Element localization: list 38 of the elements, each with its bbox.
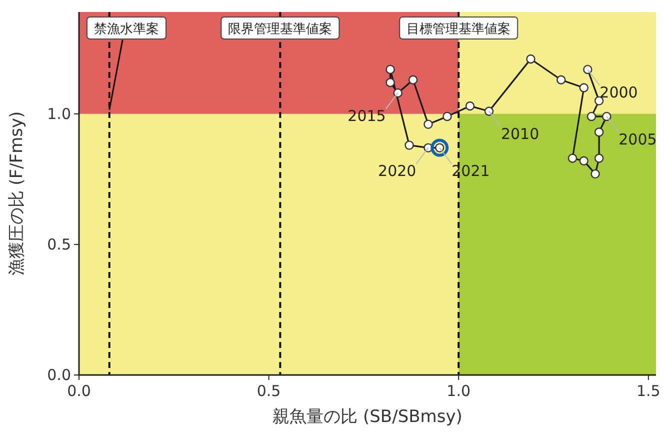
y-tick-label: 1.0 [47,104,71,123]
point [583,64,592,74]
point [408,75,418,84]
y-axis-title: 漁獲圧の比 (F/Fmsy) [7,111,27,276]
point [568,154,578,163]
x-tick-label: 1.0 [446,382,471,400]
point [393,88,402,98]
x-tick-label: 1.5 [636,382,660,400]
point [404,140,414,150]
annotation: 2005 [618,130,657,148]
point [424,120,433,129]
y-tick-label: 0.5 [47,235,71,254]
annotation: 2000 [600,83,638,102]
point [465,101,475,111]
point [602,112,612,122]
annotation: 2020 [378,162,416,180]
point [586,112,596,122]
point [386,64,395,74]
point [594,154,604,163]
point [484,106,494,116]
annotation: 2010 [500,125,540,144]
point [579,156,588,166]
ref-line-label: 目標管理基準値案 [406,21,511,37]
point [442,112,452,122]
x-tick-label: 0.0 [67,382,91,400]
point [594,96,604,106]
ref-line-label: 禁漁水準案 [94,21,159,37]
y-tick-label: 0.0 [47,366,71,384]
point [594,128,604,137]
point [579,83,588,92]
x-axis-title: 親魚量の比 (SB/SBmsy) [272,407,462,427]
annotation: 2021 [452,162,490,180]
point [386,78,395,88]
ref-line-label: 限界管理基準値案 [228,21,332,37]
x-tick-label: 0.5 [256,382,281,400]
point [556,75,566,84]
point [590,169,600,179]
point [526,54,536,64]
